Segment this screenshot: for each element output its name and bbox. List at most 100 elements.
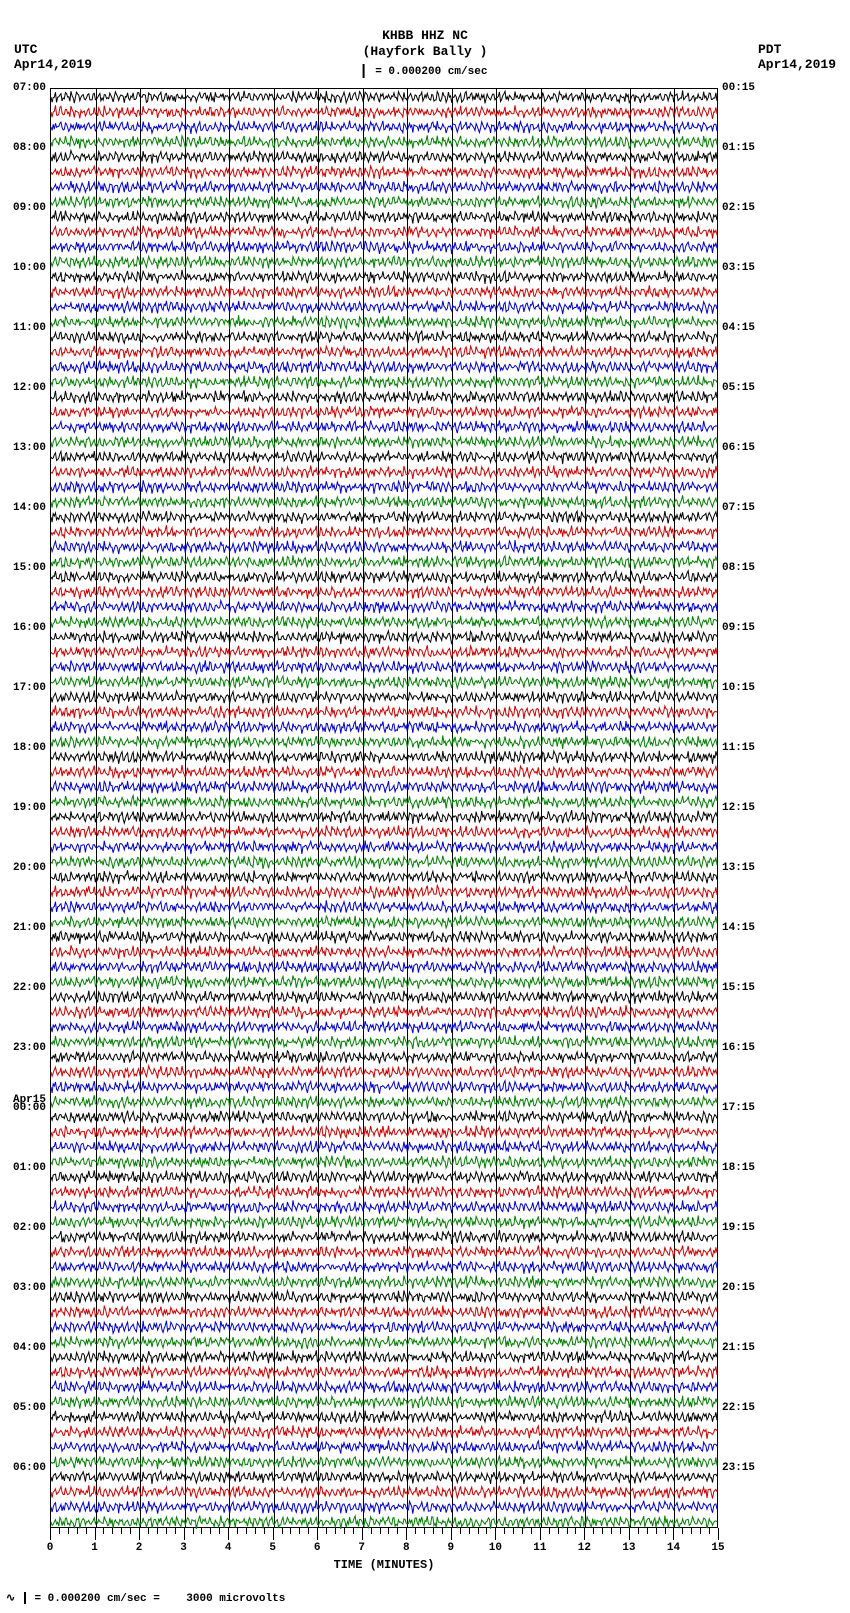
seismic-trace xyxy=(51,1500,717,1514)
x-tick-minor xyxy=(121,1528,122,1534)
utc-hour-label: 03:00 xyxy=(0,1282,46,1294)
x-tick-label: 7 xyxy=(358,1542,365,1554)
scale-bar-icon xyxy=(363,64,365,78)
seismic-trace xyxy=(51,105,717,119)
seismic-trace xyxy=(51,120,717,134)
seismic-trace xyxy=(51,555,717,569)
seismic-trace xyxy=(51,795,717,809)
seismic-trace xyxy=(51,225,717,239)
pdt-hour-label: 01:15 xyxy=(722,142,755,154)
utc-hour-label: 23:00 xyxy=(0,1042,46,1054)
pdt-hour-label: 14:15 xyxy=(722,922,755,934)
footer-text-right: 3000 microvolts xyxy=(186,1593,285,1605)
seismic-trace xyxy=(51,1320,717,1334)
seismic-trace xyxy=(51,900,717,914)
seismic-trace xyxy=(51,1470,717,1484)
x-tick-minor xyxy=(264,1528,265,1534)
x-tick-minor xyxy=(290,1528,291,1534)
seismic-trace xyxy=(51,405,717,419)
seismic-trace xyxy=(51,600,717,614)
x-tick-minor xyxy=(299,1528,300,1534)
x-tick-label: 1 xyxy=(91,1542,98,1554)
x-tick-major xyxy=(406,1528,407,1540)
x-tick-label: 9 xyxy=(447,1542,454,1554)
scale-text: = 0.000200 cm/sec xyxy=(375,66,487,78)
x-tick-minor xyxy=(335,1528,336,1534)
x-tick-label: 3 xyxy=(180,1542,187,1554)
seismic-trace xyxy=(51,690,717,704)
seismic-trace xyxy=(51,615,717,629)
x-tick-minor xyxy=(531,1528,532,1534)
seismic-trace xyxy=(51,1095,717,1109)
seismic-trace xyxy=(51,1215,717,1229)
x-tick-label: 0 xyxy=(47,1542,54,1554)
x-tick-minor xyxy=(593,1528,594,1534)
utc-hour-label: 15:00 xyxy=(0,562,46,574)
seismic-trace xyxy=(51,495,717,509)
x-tick-minor xyxy=(486,1528,487,1534)
utc-hour-label: 04:00 xyxy=(0,1342,46,1354)
seismic-trace xyxy=(51,1035,717,1049)
pdt-hour-label: 21:15 xyxy=(722,1342,755,1354)
seismic-trace xyxy=(51,525,717,539)
seismic-trace xyxy=(51,825,717,839)
utc-hour-label: 10:00 xyxy=(0,262,46,274)
x-tick-minor xyxy=(638,1528,639,1534)
station-code: KHBB HHZ NC xyxy=(0,28,850,44)
seismic-trace xyxy=(51,1080,717,1094)
x-tick-minor xyxy=(433,1528,434,1534)
pdt-hour-label: 20:15 xyxy=(722,1282,755,1294)
x-tick-major xyxy=(451,1528,452,1540)
seismic-trace xyxy=(51,1245,717,1259)
pdt-hour-label: 10:15 xyxy=(722,682,755,694)
x-tick-major xyxy=(495,1528,496,1540)
pdt-hour-label: 00:15 xyxy=(722,82,755,94)
seismic-trace xyxy=(51,420,717,434)
x-tick-minor xyxy=(558,1528,559,1534)
seismic-trace xyxy=(51,300,717,314)
utc-hour-labels: 07:0008:0009:0010:0011:0012:0013:0014:00… xyxy=(0,88,48,1528)
footer-text-left: = 0.000200 cm/sec = xyxy=(34,1593,159,1605)
x-tick-minor xyxy=(611,1528,612,1534)
utc-hour-label: 19:00 xyxy=(0,802,46,814)
seismic-trace xyxy=(51,1140,717,1154)
scale-indicator: = 0.000200 cm/sec xyxy=(363,64,488,78)
seismic-trace xyxy=(51,1230,717,1244)
seismic-trace xyxy=(51,810,717,824)
seismic-trace xyxy=(51,540,717,554)
utc-hour-label: 06:00 xyxy=(0,1462,46,1474)
seismic-trace xyxy=(51,510,717,524)
seismic-trace xyxy=(51,1005,717,1019)
x-tick-minor xyxy=(86,1528,87,1534)
x-tick-minor xyxy=(397,1528,398,1534)
seismic-trace xyxy=(51,240,717,254)
pdt-hour-label: 12:15 xyxy=(722,802,755,814)
utc-hour-label: 16:00 xyxy=(0,622,46,634)
seismic-trace xyxy=(51,975,717,989)
seismic-trace xyxy=(51,870,717,884)
pdt-hour-label: 11:15 xyxy=(722,742,755,754)
x-tick-minor xyxy=(388,1528,389,1534)
seismic-trace xyxy=(51,330,717,344)
x-tick-minor xyxy=(665,1528,666,1534)
seismic-trace xyxy=(51,1170,717,1184)
seismic-trace xyxy=(51,990,717,1004)
pdt-hour-label: 22:15 xyxy=(722,1402,755,1414)
pdt-hour-label: 07:15 xyxy=(722,502,755,514)
seismic-trace xyxy=(51,465,717,479)
x-tick-minor xyxy=(353,1528,354,1534)
seismic-trace xyxy=(51,1485,717,1499)
seismic-trace xyxy=(51,135,717,149)
x-tick-label: 6 xyxy=(314,1542,321,1554)
right-tz: PDT xyxy=(758,42,836,57)
utc-hour-label: 09:00 xyxy=(0,202,46,214)
x-tick-major xyxy=(540,1528,541,1540)
x-tick-minor xyxy=(344,1528,345,1534)
pdt-hour-labels: 00:1501:1502:1503:1504:1505:1506:1507:15… xyxy=(720,88,780,1528)
x-tick-minor xyxy=(371,1528,372,1534)
seismic-trace xyxy=(51,1050,717,1064)
utc-hour-label: 18:00 xyxy=(0,742,46,754)
x-tick-label: 14 xyxy=(667,1542,680,1554)
x-tick-major xyxy=(718,1528,719,1540)
x-tick-minor xyxy=(103,1528,104,1534)
